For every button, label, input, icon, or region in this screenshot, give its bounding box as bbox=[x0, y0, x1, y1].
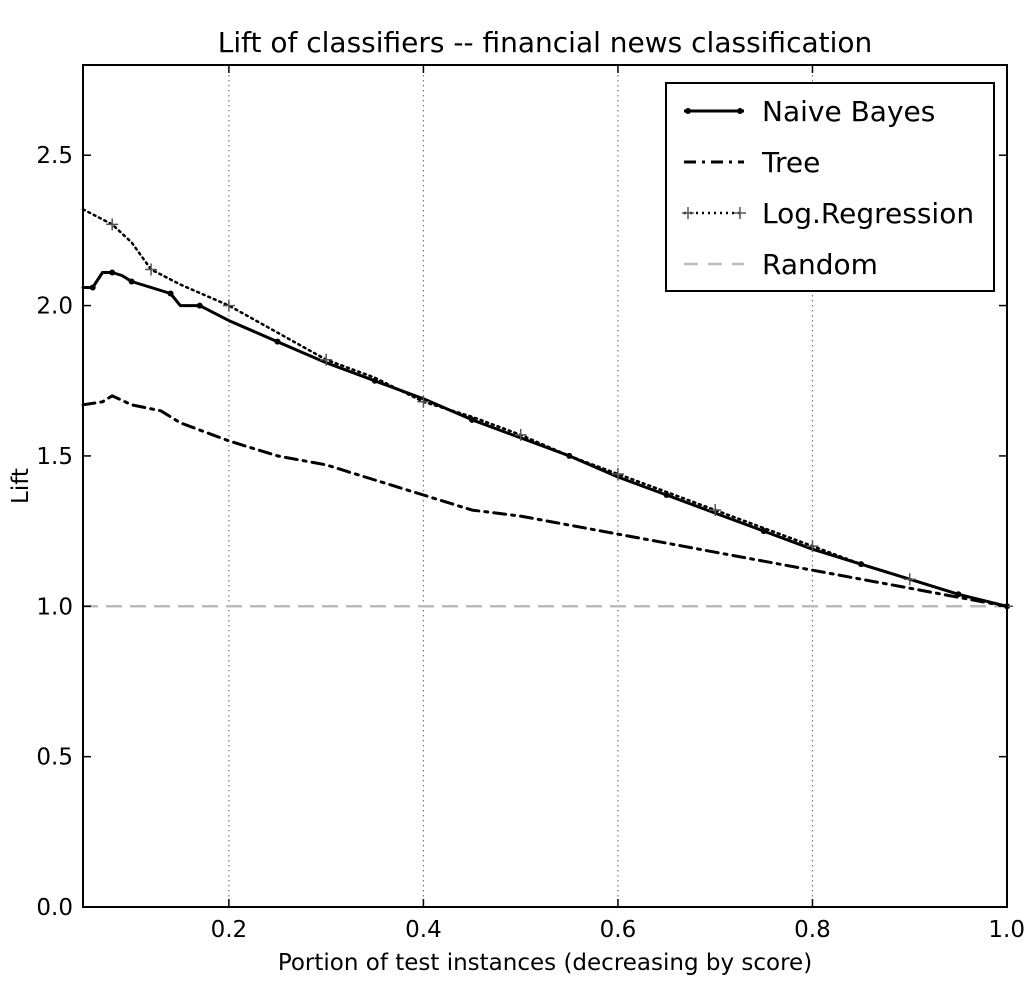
legend-label-tree: Tree bbox=[761, 146, 820, 179]
y-axis-label: Lift bbox=[8, 468, 34, 504]
y-tick-label-1: 0.5 bbox=[36, 745, 73, 771]
series-tree-line bbox=[81, 394, 1009, 608]
series-log-regression-point-1 bbox=[106, 218, 119, 231]
x-axis-label: Portion of test instances (decreasing by… bbox=[278, 950, 812, 976]
y-tick-label-2: 1.0 bbox=[36, 594, 73, 620]
legend-label-random: Random bbox=[762, 248, 878, 281]
series-naive-bayes-point-19 bbox=[663, 492, 670, 499]
series-log-regression-point-19 bbox=[903, 573, 916, 586]
series-group bbox=[81, 208, 1013, 613]
series-naive-bayes-point-1 bbox=[89, 284, 96, 291]
series-naive-bayes-line bbox=[81, 271, 1009, 608]
series-log-regression-point-9 bbox=[417, 395, 430, 408]
chart-title: Lift of classifiers -- financial news cl… bbox=[218, 26, 873, 59]
x-tick-label-2: 0.6 bbox=[600, 917, 637, 943]
series-naive-bayes-point-7 bbox=[167, 290, 174, 297]
series-log-regression-point-11 bbox=[514, 428, 527, 441]
series-naive-bayes-point-9 bbox=[196, 302, 203, 309]
legend-label-naive-bayes: Naive Bayes bbox=[762, 95, 935, 128]
y-tick-label-3: 1.5 bbox=[36, 444, 73, 470]
series-naive-bayes-point-15 bbox=[469, 416, 476, 423]
x-tick-labels: 0.2 0.4 0.6 0.8 1.0 bbox=[211, 917, 1025, 943]
x-tick-label-4: 1.0 bbox=[988, 917, 1025, 943]
series-log-regression-line bbox=[81, 208, 1009, 608]
series-naive-bayes-point-3 bbox=[109, 269, 116, 276]
series-log-regression-point-15 bbox=[709, 504, 722, 517]
series-log-regression-point-5 bbox=[222, 299, 235, 312]
legend-marker-naive-bayes-b bbox=[737, 108, 743, 114]
legend-marker-log-regression-0 bbox=[682, 207, 694, 219]
legend-marker-log-regression-1 bbox=[734, 207, 746, 219]
series-naive-bayes-point-5 bbox=[128, 278, 135, 285]
x-tick-label-3: 0.8 bbox=[794, 917, 831, 943]
series-log-regression-point-7 bbox=[320, 353, 333, 366]
axis-ticks bbox=[83, 65, 1008, 908]
legend: Naive Bayes Tree Log.Regression Random bbox=[665, 82, 995, 292]
legend-marker-naive-bayes-a bbox=[685, 108, 691, 114]
legend-box bbox=[665, 82, 995, 292]
series-log-regression-point-13 bbox=[611, 467, 624, 480]
x-tick-label-0: 0.2 bbox=[211, 917, 248, 943]
series-log-regression-point-3 bbox=[145, 263, 158, 276]
y-tick-label-0: 0.0 bbox=[36, 895, 73, 921]
plot-frame bbox=[82, 64, 1008, 908]
x-tick-label-1: 0.4 bbox=[405, 917, 442, 943]
series-log-regression-point-17 bbox=[806, 540, 819, 553]
y-tick-label-5: 2.5 bbox=[36, 143, 73, 169]
series-naive-bayes-point-11 bbox=[274, 338, 281, 345]
legend-label-log-regression: Log.Regression bbox=[762, 197, 974, 230]
y-tick-label-4: 2.0 bbox=[36, 294, 73, 320]
y-tick-labels: 0.0 0.5 1.0 1.5 2.0 2.5 bbox=[36, 143, 73, 921]
